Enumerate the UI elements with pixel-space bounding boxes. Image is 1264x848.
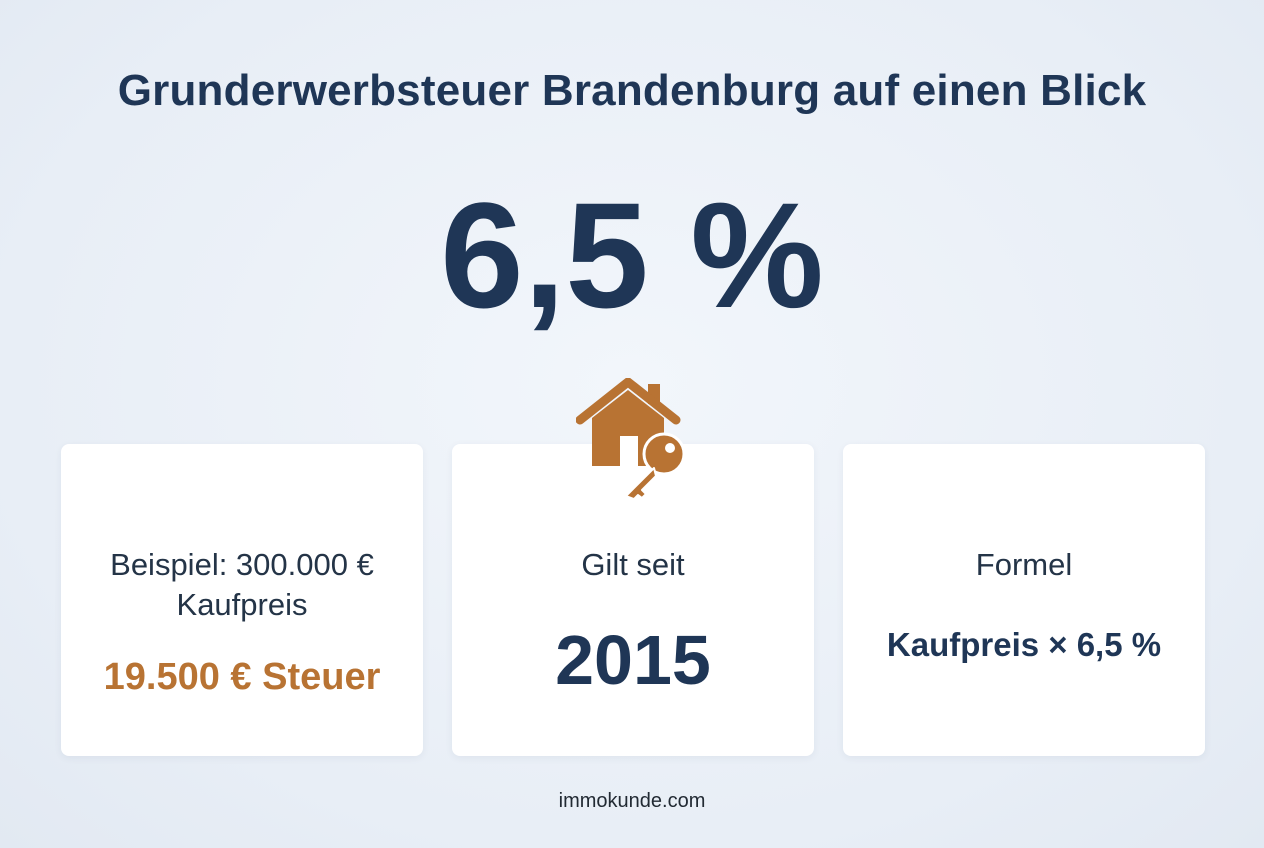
since-card-label: Gilt seit xyxy=(581,547,685,582)
example-card: Beispiel: 300.000 € Kaufpreis 19.500 € S… xyxy=(61,444,423,756)
formula-card-label: Formel xyxy=(975,547,1073,582)
footer-site-name: immokunde.com xyxy=(558,790,706,812)
example-card-label: Beispiel: 300.000 € Kaufpreis xyxy=(61,545,423,625)
example-card-value: 19.500 € Steuer xyxy=(103,656,381,698)
tax-rate-value: 6,5 % xyxy=(440,171,824,339)
formula-card-value: Kaufpreis × 6,5 % xyxy=(886,626,1162,663)
page-title: Grunderwerbsteuer Brandenburg auf einen … xyxy=(117,66,1147,115)
formula-card: Formel Kaufpreis × 6,5 % xyxy=(843,444,1205,756)
example-card-label-line2: Kaufpreis xyxy=(176,587,308,622)
house-key-icon xyxy=(576,378,686,500)
example-card-label-line1: Beispiel: 300.000 € xyxy=(110,547,374,582)
since-card-value: 2015 xyxy=(555,621,711,699)
